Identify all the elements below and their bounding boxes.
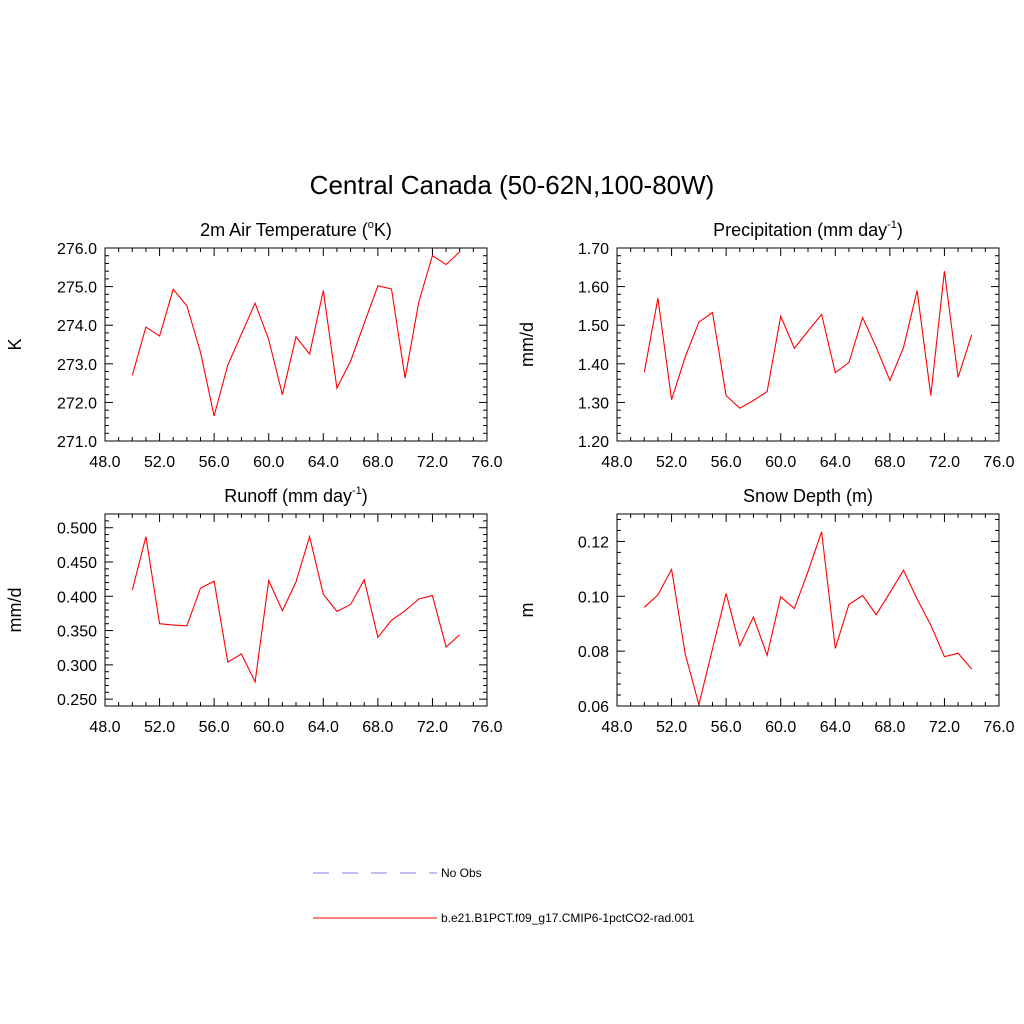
y-tick-label: 0.06 xyxy=(578,699,609,716)
legend-model-label: b.e21.B1PCT.f09_g17.CMIP6-1pctCO2-rad.00… xyxy=(441,911,695,925)
y-tick-label: 0.300 xyxy=(57,658,97,675)
panel-2: 48.0 52.0 56.0 60.0 64.0 68.0 72.0 76.0 1.20 1.30… xyxy=(517,219,1015,471)
x-tick-label: 56.0 xyxy=(711,719,742,736)
panel-title-text: Snow Depth (m) xyxy=(743,486,873,506)
x-tick-label: 56.0 xyxy=(199,719,230,736)
plot-frame xyxy=(104,513,488,707)
y-tick-label: 276.0 xyxy=(57,241,97,258)
y-tick-label: 1.70 xyxy=(578,241,609,258)
x-tick-label: 52.0 xyxy=(656,719,687,736)
y-tick-label: 275.0 xyxy=(57,280,97,297)
y-tick-label: 0.10 xyxy=(578,589,609,606)
plot-frame xyxy=(104,247,488,442)
panel-title-suffix: ) xyxy=(897,220,903,240)
legend: No Obs b.e21.B1PCT.f09_g17.CMIP6-1pctCO2… xyxy=(313,866,695,925)
y-tick-label: 0.08 xyxy=(578,644,609,661)
x-tick-label: 68.0 xyxy=(874,719,905,736)
x-tick-label: 48.0 xyxy=(601,454,632,471)
series-line xyxy=(643,271,973,409)
y-tick-label: 1.20 xyxy=(578,434,609,451)
x-tick-label: 56.0 xyxy=(711,454,742,471)
panel-title-superscript: -1 xyxy=(887,219,897,231)
y-axis-label: mm/d xyxy=(5,588,25,633)
series-line xyxy=(131,534,461,684)
x-tick-label: 68.0 xyxy=(362,454,393,471)
y-tick-label: 0.500 xyxy=(57,521,97,538)
x-tick-label: 56.0 xyxy=(199,454,230,471)
x-tick-label: 48.0 xyxy=(89,454,120,471)
plot-frame xyxy=(616,247,1000,442)
y-axis-label: K xyxy=(5,338,25,350)
figure-title: Central Canada (50-62N,100-80W) xyxy=(310,170,715,200)
x-tick-label: 60.0 xyxy=(253,454,284,471)
panel-4: 48.0 52.0 56.0 60.0 64.0 68.0 72.0 76.0 0.06 0.08… xyxy=(517,486,1015,736)
legend-no-obs-label: No Obs xyxy=(441,866,482,880)
panel-title-text: Precipitation (mm day xyxy=(713,220,887,240)
x-tick-label: 72.0 xyxy=(929,454,960,471)
y-tick-label: 0.12 xyxy=(578,534,609,551)
panels: 48.0 52.0 56.0 60.0 64.0 68.0 72.0 76.0 271.0 272… xyxy=(5,219,1015,736)
x-tick-label: 52.0 xyxy=(144,454,175,471)
y-tick-label: 1.30 xyxy=(578,395,609,412)
x-tick-label: 76.0 xyxy=(471,454,502,471)
panel-title: Snow Depth (m) xyxy=(743,486,873,506)
y-axis-label: m xyxy=(517,603,537,618)
x-tick-label: 60.0 xyxy=(765,454,796,471)
x-tick-label: 60.0 xyxy=(765,719,796,736)
panel-title: Precipitation (mm day-1) xyxy=(713,219,903,240)
y-axis-label: mm/d xyxy=(517,322,537,367)
x-tick-label: 60.0 xyxy=(253,719,284,736)
y-tick-label: 0.350 xyxy=(57,624,97,641)
x-tick-label: 48.0 xyxy=(89,719,120,736)
y-tick-label: 0.400 xyxy=(57,589,97,606)
panel-title: 2m Air Temperature (oK) xyxy=(200,219,392,240)
x-tick-label: 76.0 xyxy=(983,719,1014,736)
x-tick-label: 68.0 xyxy=(362,719,393,736)
panel-title-text: 2m Air Temperature ( xyxy=(200,220,368,240)
x-tick-label: 68.0 xyxy=(874,454,905,471)
y-tick-label: 1.40 xyxy=(578,357,609,374)
series-line xyxy=(643,531,973,705)
panel-1: 48.0 52.0 56.0 60.0 64.0 68.0 72.0 76.0 271.0 272… xyxy=(5,219,503,471)
panel-title-text: Runoff (mm day xyxy=(224,486,352,506)
series-line xyxy=(131,251,461,417)
y-tick-label: 273.0 xyxy=(57,357,97,374)
y-tick-label: 1.50 xyxy=(578,318,609,335)
panel-title-superscript: -1 xyxy=(352,485,362,497)
x-tick-label: 72.0 xyxy=(929,719,960,736)
panel-title: Runoff (mm day-1) xyxy=(224,485,368,506)
plot-frame xyxy=(616,513,1000,707)
panel-title-suffix: K) xyxy=(374,220,392,240)
x-tick-label: 48.0 xyxy=(601,719,632,736)
x-tick-label: 64.0 xyxy=(820,454,851,471)
x-tick-label: 64.0 xyxy=(820,719,851,736)
panel-title-superscript: o xyxy=(368,219,374,231)
x-tick-label: 64.0 xyxy=(308,454,339,471)
y-tick-label: 0.250 xyxy=(57,692,97,709)
x-tick-label: 52.0 xyxy=(144,719,175,736)
panel-3: 48.0 52.0 56.0 60.0 64.0 68.0 72.0 76.0 0.250 0.3… xyxy=(5,485,503,736)
x-tick-label: 76.0 xyxy=(983,454,1014,471)
y-tick-label: 272.0 xyxy=(57,395,97,412)
y-tick-label: 1.60 xyxy=(578,280,609,297)
y-tick-label: 0.450 xyxy=(57,555,97,572)
x-tick-label: 52.0 xyxy=(656,454,687,471)
y-tick-label: 271.0 xyxy=(57,434,97,451)
x-tick-label: 72.0 xyxy=(417,454,448,471)
panel-title-suffix: ) xyxy=(362,486,368,506)
y-tick-label: 274.0 xyxy=(57,318,97,335)
x-tick-label: 72.0 xyxy=(417,719,448,736)
x-tick-label: 64.0 xyxy=(308,719,339,736)
x-tick-label: 76.0 xyxy=(471,719,502,736)
